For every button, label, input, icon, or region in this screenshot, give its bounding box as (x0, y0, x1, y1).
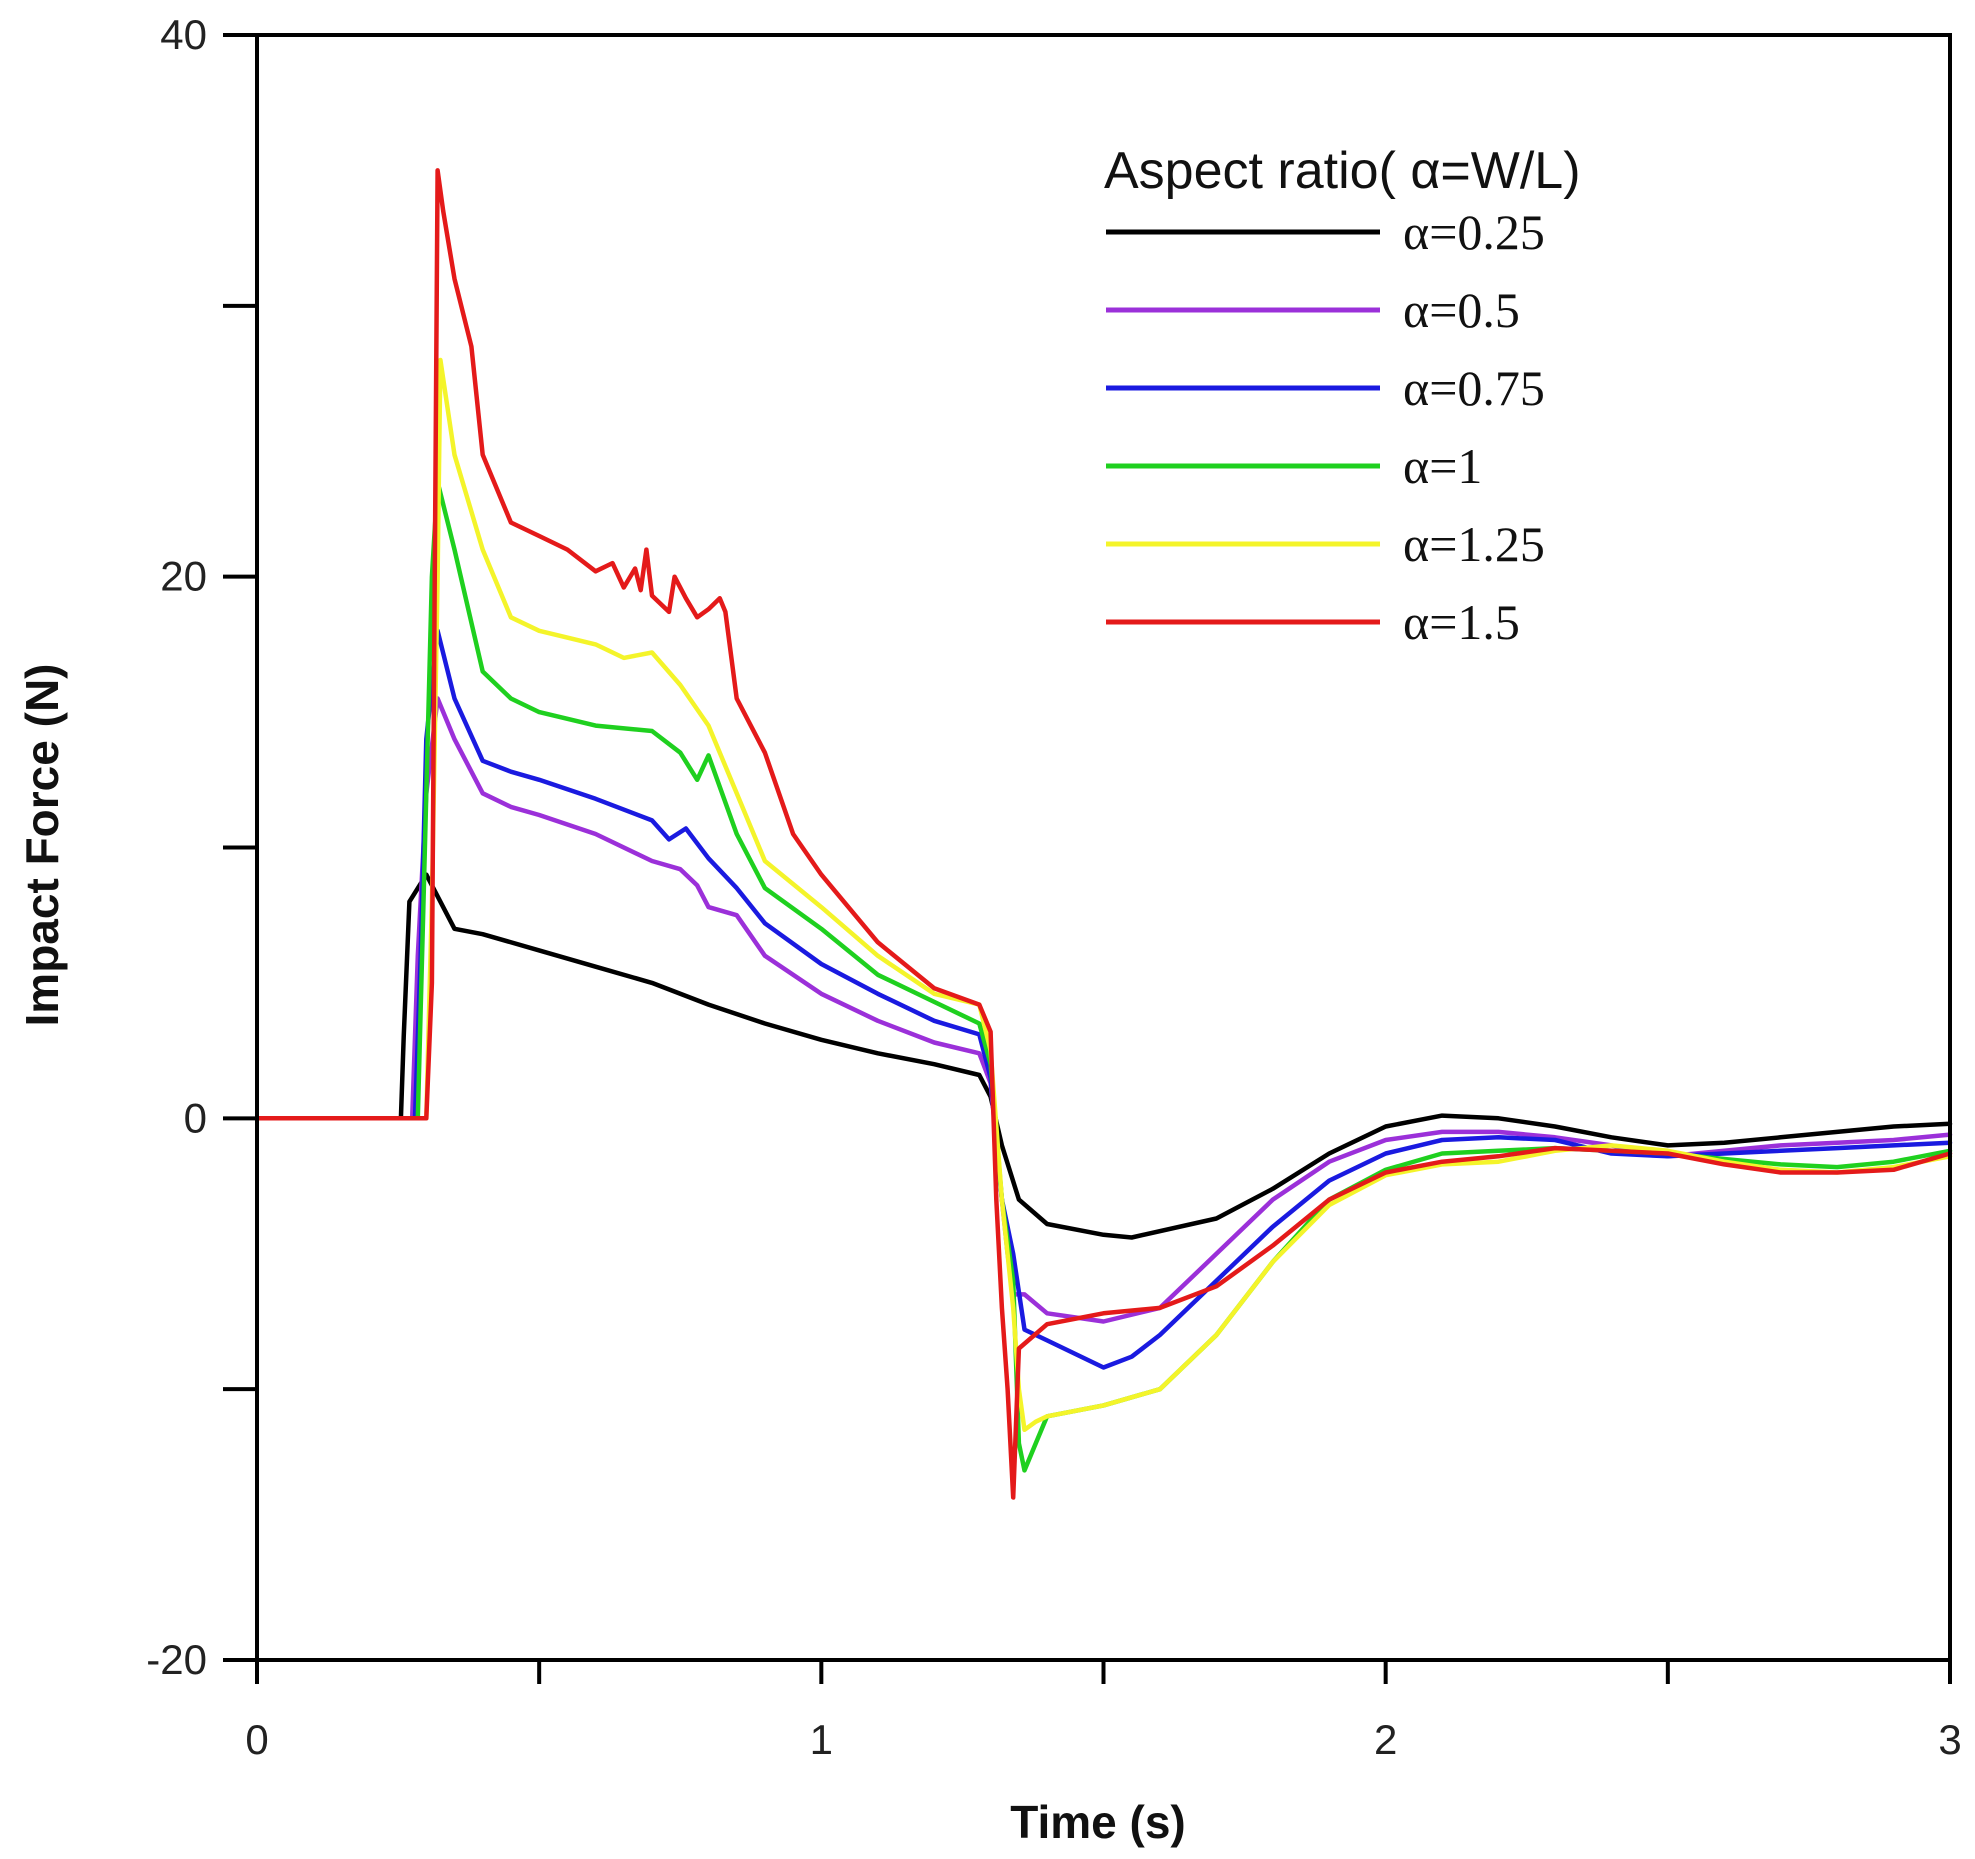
legend-label: α=1.25 (1403, 516, 1545, 572)
x-tick-label: 1 (810, 1716, 833, 1763)
x-axis-title: Time (s) (1010, 1796, 1186, 1848)
series-line-0.25 (254, 872, 1953, 1240)
x-tick-label: 0 (245, 1716, 268, 1763)
x-tick-label: 2 (1374, 1716, 1397, 1763)
legend-label: α=0.5 (1403, 282, 1520, 338)
y-tick-label: 0 (184, 1094, 207, 1141)
legend: Aspect ratio( α=W/L) α=0.25α=0.5α=0.75α=… (1104, 142, 1581, 650)
y-tick-label: 20 (160, 553, 207, 600)
legend-items: α=0.25 α=0.5 α=0.75 α=1 α=1.25 α=1.5 (1106, 204, 1545, 650)
y-axis-title: Impact Force (N) (16, 664, 68, 1027)
legend-label: α=0.75 (1403, 360, 1545, 416)
legend-title: Aspect ratio( α=W/L) (1104, 142, 1581, 200)
x-tick-label: 3 (1938, 1716, 1961, 1763)
y-tick-label: 40 (160, 11, 207, 58)
y-tick-label: -20 (146, 1636, 207, 1683)
axis-ticks: 0 1 2 3 -20 0 20 40 (146, 11, 1961, 1763)
legend-label: α=1 (1403, 438, 1482, 494)
series-layer (254, 168, 1953, 1500)
series-line-1.5 (254, 168, 1953, 1500)
legend-label: α=0.25 (1403, 204, 1545, 260)
legend-label: α=1.5 (1403, 594, 1520, 650)
series-line-1.25 (254, 357, 1953, 1433)
